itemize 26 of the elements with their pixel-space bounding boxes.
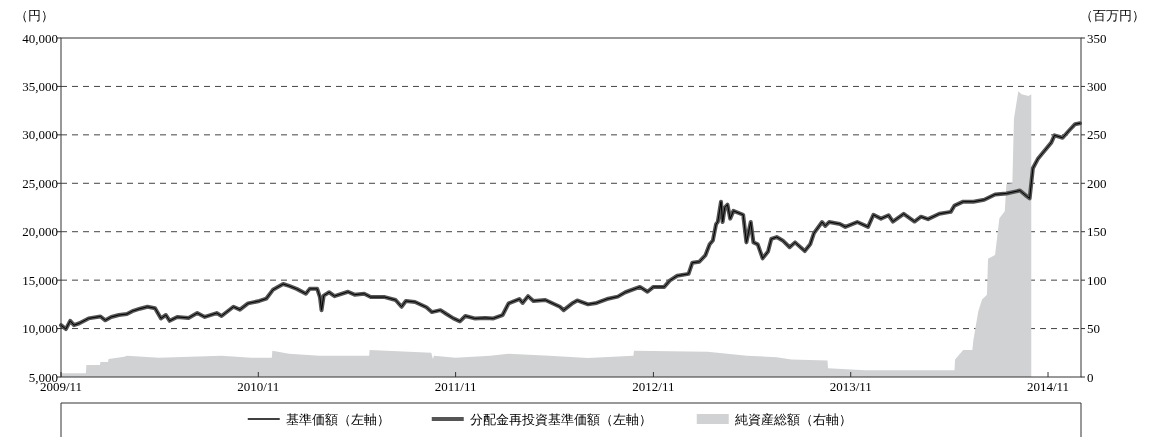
y-tick-label: 40,000 xyxy=(22,30,58,46)
y2-tick-label: 150 xyxy=(1087,224,1107,240)
legend-label: 基準価額（左軸） xyxy=(285,411,390,427)
x-tick-label: 2013/11 xyxy=(829,379,872,394)
y2-tick-label: 50 xyxy=(1087,321,1100,337)
x-tick-label: 2012/11 xyxy=(632,379,675,394)
y2-tick-label: 100 xyxy=(1087,272,1107,288)
y-tick-label: 35,000 xyxy=(22,78,58,94)
y-tick-label: 10,000 xyxy=(22,321,58,337)
x-tick-label: 2010/11 xyxy=(237,379,280,394)
legend-label: 分配金再投資基準価額（左軸） xyxy=(469,411,652,427)
y2-tick-label: 0 xyxy=(1087,369,1094,385)
y-tick-label: 20,000 xyxy=(22,224,58,240)
y-tick-label: 15,000 xyxy=(22,272,58,288)
x-tick-label: 2014/11 xyxy=(1026,379,1070,394)
y-tick-label: 30,000 xyxy=(22,127,58,143)
y2-tick-label: 250 xyxy=(1087,127,1107,143)
y2-tick-label: 300 xyxy=(1087,78,1107,94)
y-axis-title: （円） xyxy=(14,8,54,23)
y-tick-label: 25,000 xyxy=(22,175,58,191)
y2-axis-title: （百万円） xyxy=(1079,8,1145,23)
y-tick-label: 5,000 xyxy=(28,369,58,385)
legend-label: 純資産総額（右軸） xyxy=(734,411,852,427)
y2-tick-label: 200 xyxy=(1087,175,1107,191)
x-tick-label: 2011/11 xyxy=(434,379,477,394)
y2-tick-label: 350 xyxy=(1087,30,1107,46)
